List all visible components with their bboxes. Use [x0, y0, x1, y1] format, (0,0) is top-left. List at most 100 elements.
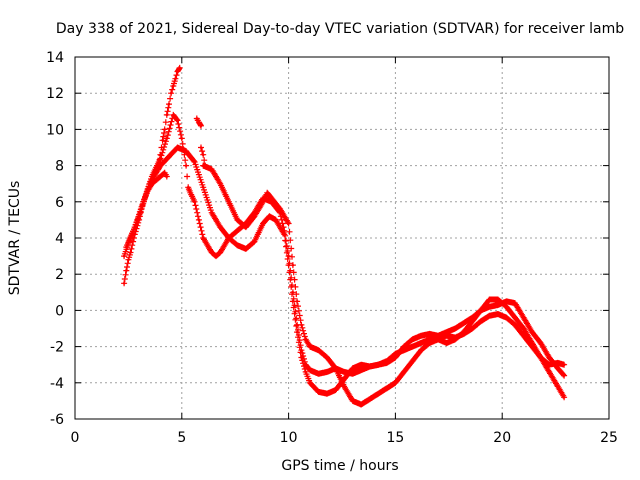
- data-point: [488, 314, 491, 318]
- data-point: [159, 153, 162, 157]
- y-tick-label: -4: [50, 376, 64, 392]
- data-point: [385, 361, 389, 365]
- data-point: [137, 218, 141, 222]
- data-point: [176, 70, 179, 73]
- x-axis-label: GPS time / hours: [281, 458, 398, 474]
- data-point: [385, 386, 389, 390]
- data-point: [377, 363, 380, 367]
- data-point: [218, 251, 222, 254]
- y-tick-label: 6: [55, 195, 64, 211]
- data-point: [411, 338, 414, 341]
- data-point: [295, 300, 299, 303]
- data-point: [176, 146, 179, 149]
- data-point: [436, 338, 440, 341]
- data-point: [210, 251, 214, 254]
- data-point: [308, 345, 312, 348]
- data-point: [470, 319, 474, 323]
- data-point: [547, 370, 551, 374]
- data-point: [189, 191, 192, 195]
- data-point: [505, 316, 508, 319]
- data-point: [122, 254, 126, 258]
- data-point: [218, 182, 222, 185]
- data-point: [436, 334, 440, 338]
- data-point: [171, 84, 175, 88]
- data-point: [253, 240, 256, 243]
- data-point: [342, 385, 346, 388]
- data-point: [236, 218, 239, 222]
- data-point: [176, 119, 179, 122]
- data-point: [265, 191, 269, 195]
- data-point: [462, 321, 466, 325]
- y-tick-label: 10: [46, 122, 64, 138]
- data-point: [287, 222, 290, 225]
- data-point: [419, 341, 423, 345]
- data-point: [195, 117, 199, 120]
- data-point: [453, 338, 457, 341]
- data-point: [368, 397, 372, 401]
- data-point: [163, 128, 167, 131]
- data-point: [178, 66, 181, 70]
- series-track-6: [193, 115, 204, 129]
- y-tick-label: -2: [50, 340, 64, 356]
- data-point: [278, 207, 282, 211]
- data-point: [167, 155, 171, 158]
- data-point: [351, 367, 354, 370]
- data-point: [402, 370, 406, 374]
- x-tick-label: 5: [177, 430, 186, 446]
- data-point: [201, 186, 205, 189]
- data-point: [308, 368, 312, 372]
- data-point: [513, 316, 517, 319]
- data-point: [317, 372, 320, 376]
- data-point: [394, 381, 397, 385]
- data-point: [291, 263, 295, 267]
- data-point: [539, 356, 542, 359]
- y-tick-label: 0: [55, 303, 64, 319]
- y-tick-label: -6: [50, 412, 64, 428]
- data-point: [199, 146, 203, 149]
- data-point: [488, 305, 491, 309]
- data-point: [199, 124, 203, 128]
- data-point: [547, 356, 551, 359]
- x-tick-label: 10: [280, 430, 298, 446]
- data-point: [253, 214, 256, 218]
- data-point: [210, 211, 214, 214]
- data-point: [496, 298, 500, 301]
- data-point: [513, 323, 517, 327]
- data-point: [556, 367, 560, 370]
- axis-ticks: 0 5 10 15 20 25 -6 -4 -2 0 2 4 6 8 10 12 14: [46, 50, 618, 446]
- chart-title: Day 338 of 2021, Sidereal Day-to-day VTE…: [56, 21, 624, 37]
- data-point: [295, 323, 299, 327]
- data-point: [445, 330, 448, 334]
- data-point: [206, 243, 209, 247]
- data-point: [428, 332, 431, 336]
- data-point: [171, 113, 175, 117]
- data-point: [411, 345, 414, 348]
- data-point: [244, 247, 248, 251]
- data-point: [261, 222, 265, 225]
- x-tick-label: 20: [493, 430, 511, 446]
- data-point: [300, 323, 303, 327]
- data-point: [300, 356, 303, 359]
- y-axis-label: SDTVAR / TECUs: [7, 181, 23, 296]
- plot-area: [121, 64, 568, 408]
- data-point: [142, 200, 145, 204]
- data-point: [203, 164, 207, 167]
- data-point: [547, 363, 551, 367]
- data-point: [496, 312, 500, 316]
- data-point: [522, 327, 525, 330]
- data-point: [197, 120, 201, 124]
- data-point: [317, 390, 320, 394]
- data-point: [165, 137, 169, 140]
- y-tick-label: 8: [55, 159, 64, 175]
- series-track-5: [155, 64, 183, 173]
- data-point: [304, 338, 307, 341]
- data-point: [197, 218, 201, 222]
- data-point: [129, 251, 132, 254]
- data-point: [159, 175, 162, 178]
- series-track-7: [198, 144, 209, 169]
- data-point: [342, 377, 346, 381]
- x-tick-label: 25: [600, 430, 618, 446]
- data-point: [556, 385, 560, 388]
